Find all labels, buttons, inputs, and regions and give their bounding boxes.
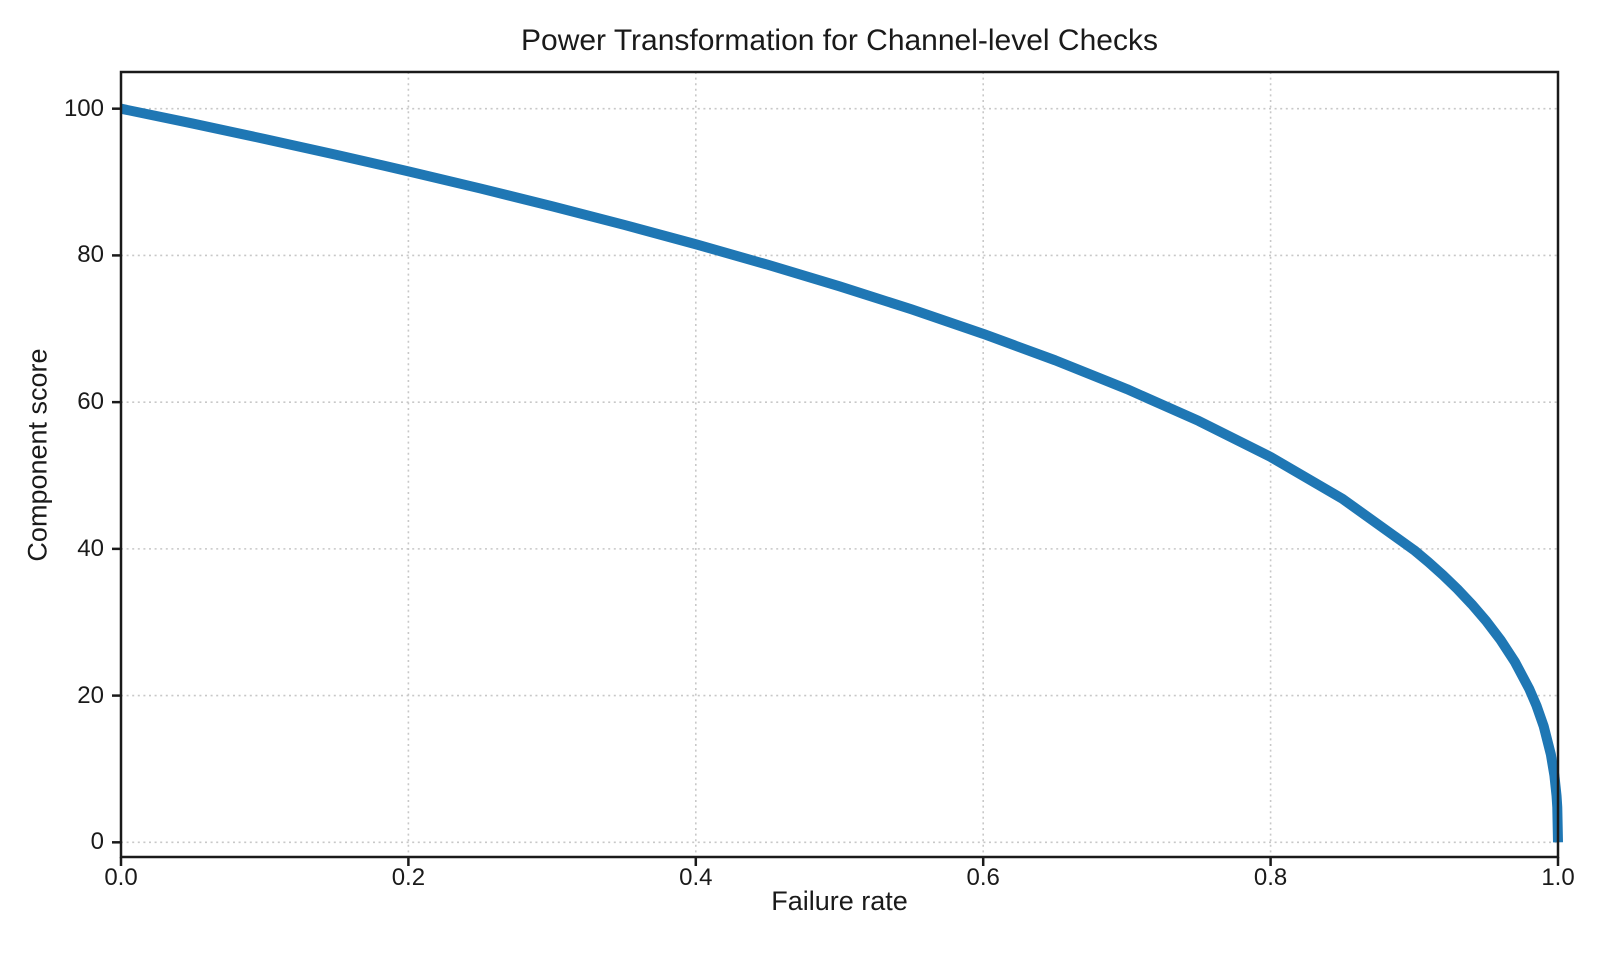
y-tick-label-60: 60 [77,388,104,416]
y-tick-label-20: 20 [77,681,104,709]
x-tick-label-0.4: 0.4 [679,864,713,891]
y-tick-label-100: 100 [63,94,104,122]
chart-title: Power Transformation for Channel-level C… [521,24,1158,57]
x-tick-label-0.2: 0.2 [391,864,426,891]
x-tick-label-1.0: 1.0 [1541,864,1575,891]
y-axis-label: Component score [22,348,53,562]
x-tick-label-0.8: 0.8 [1253,864,1288,891]
x-axis-label: Failure rate [771,886,908,916]
y-tick-label-40: 40 [77,534,104,562]
plot-spines [119,70,1560,859]
y-tick-label-80: 80 [77,241,104,269]
x-tick-label-0.0: 0.0 [104,864,138,891]
x-tick-label-0.6: 0.6 [966,864,1000,891]
y-tick-label-0: 0 [90,828,104,856]
series-line [119,103,1563,843]
